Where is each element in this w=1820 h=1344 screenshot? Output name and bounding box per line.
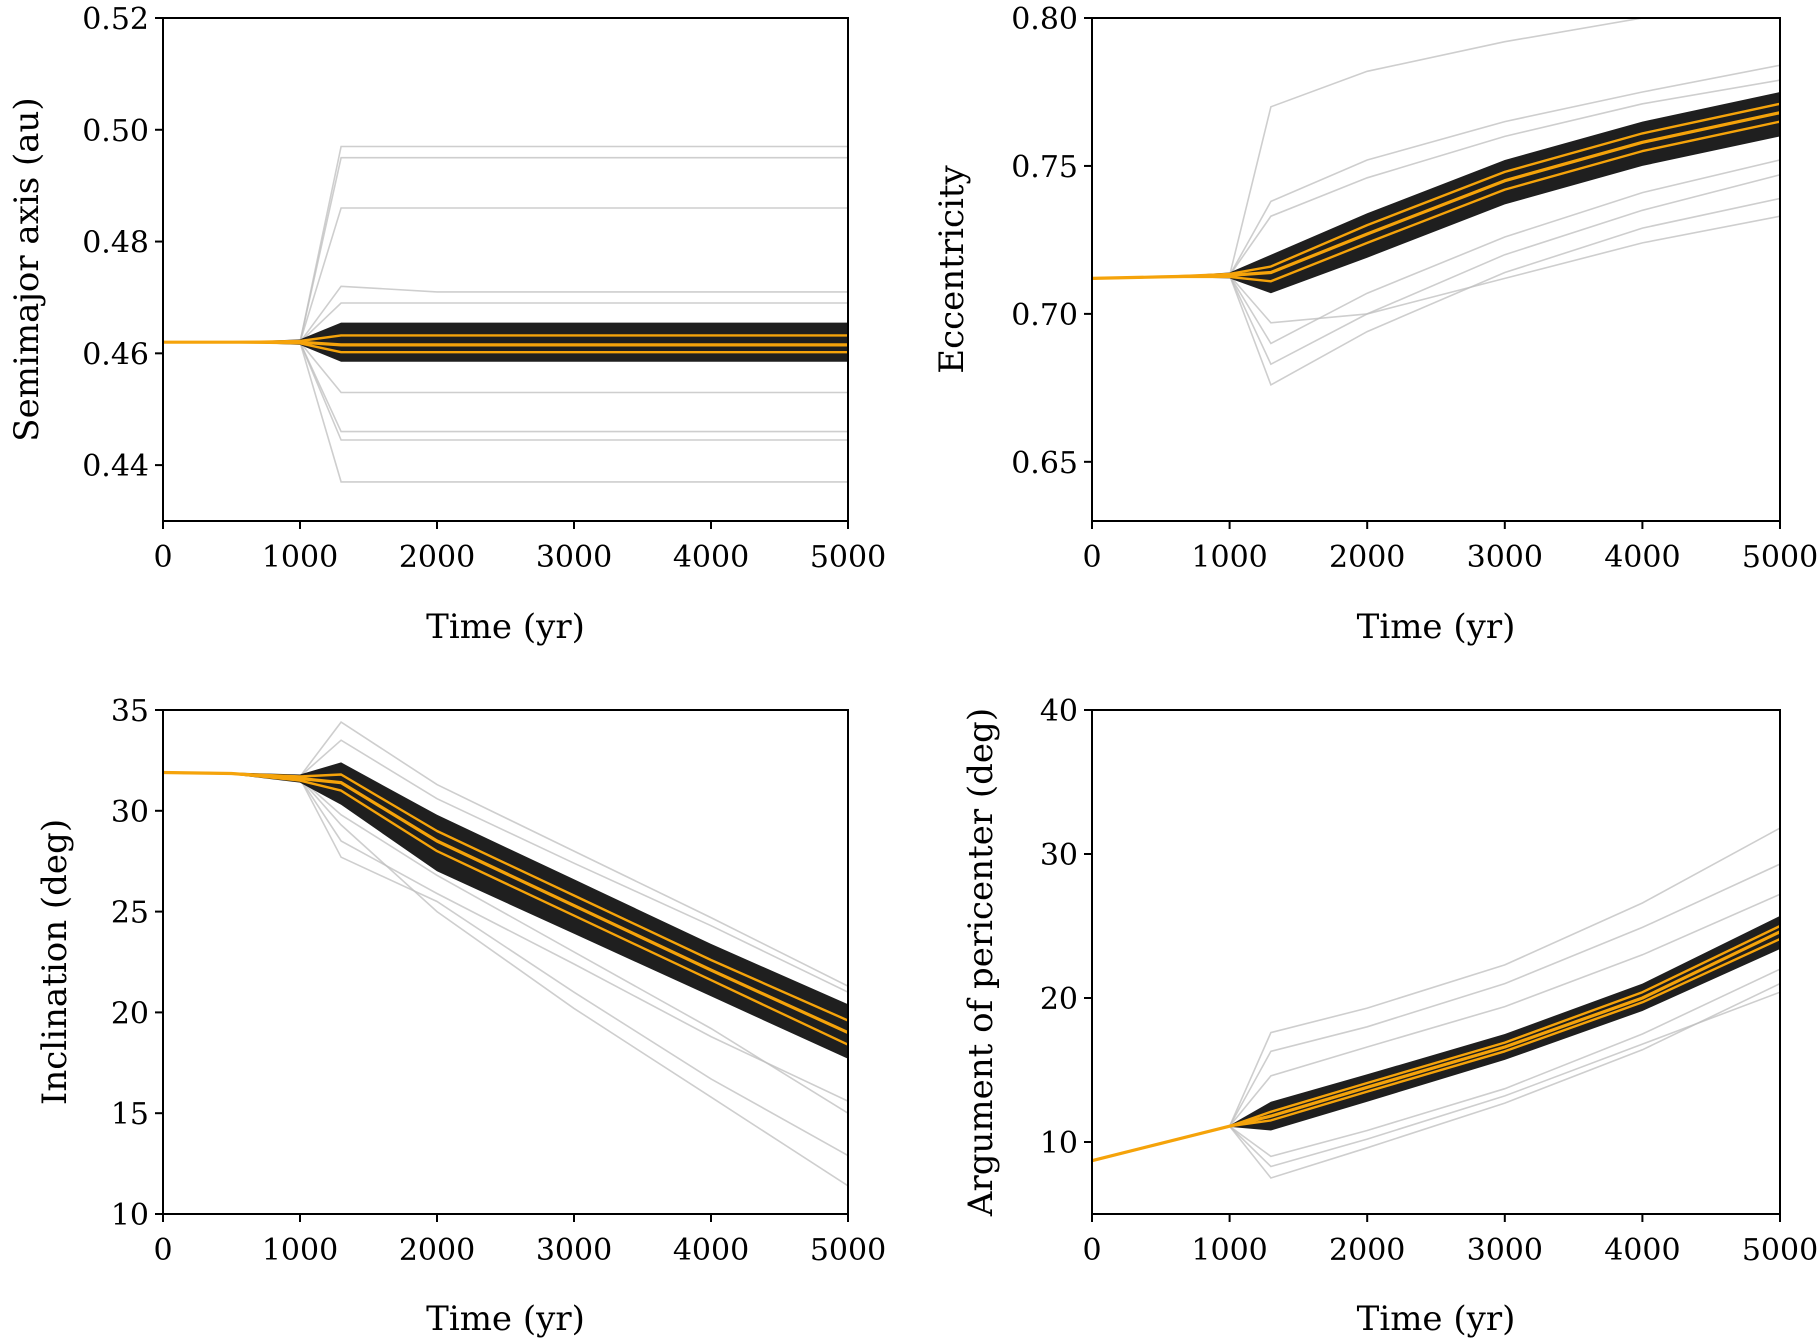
series-clone-low-2-pericenter [1092, 982, 1780, 1179]
y-tick-label-inclination-1: 15 [111, 1097, 149, 1132]
series-clone-low-4-eccentricity [1092, 215, 1780, 324]
y-tick-label-semimajor-0: 0.44 [82, 449, 149, 484]
series-clone-low-4-semimajor [163, 341, 848, 483]
y-tick-label-semimajor-4: 0.52 [82, 2, 149, 37]
y-tick-label-inclination-5: 35 [111, 694, 149, 729]
plot-area-semimajor [163, 145, 848, 483]
y-tick-label-semimajor-3: 0.50 [82, 114, 149, 149]
clone-band-pericenter [1092, 915, 1780, 1161]
x-tick-label-eccentricity-4000: 4000 [1604, 540, 1680, 575]
x-tick-label-inclination-5000: 5000 [810, 1233, 886, 1268]
x-axis-label-inclination: Time (yr) [426, 1299, 585, 1339]
series-clone-high-3-semimajor [163, 207, 848, 344]
y-axis-label-eccentricity: Eccentricity [932, 164, 972, 373]
y-tick-label-inclination-4: 30 [111, 795, 149, 830]
series-clone-high-2-semimajor [163, 156, 848, 344]
x-tick-label-pericenter-0: 0 [1082, 1233, 1101, 1268]
y-tick-label-eccentricity-2: 0.75 [1011, 150, 1078, 185]
y-tick-label-semimajor-1: 0.46 [82, 337, 149, 372]
x-tick-label-semimajor-3000: 3000 [536, 540, 612, 575]
axes-frame-pericenter [1091, 709, 1781, 1215]
y-axis-label-inclination: Inclination (deg) [35, 819, 75, 1105]
x-tick-label-inclination-0: 0 [153, 1233, 172, 1268]
x-tick-label-inclination-2000: 2000 [399, 1233, 475, 1268]
y-tick-label-inclination-2: 20 [111, 996, 149, 1031]
x-tick-label-pericenter-1000: 1000 [1191, 1233, 1267, 1268]
axes-frame-inclination [162, 709, 849, 1215]
series-median-inclination [163, 770, 848, 1035]
x-tick-label-semimajor-0: 0 [153, 540, 172, 575]
series-clone-high-1-semimajor [163, 145, 848, 344]
x-tick-label-semimajor-5000: 5000 [810, 540, 886, 575]
x-tick-label-semimajor-4000: 4000 [673, 540, 749, 575]
x-tick-label-pericenter-4000: 4000 [1604, 1233, 1680, 1268]
clone-band-inclination [163, 762, 848, 1059]
y-tick-label-eccentricity-1: 0.70 [1011, 298, 1078, 333]
clone-band-eccentricity [1092, 92, 1780, 294]
x-tick-label-eccentricity-2000: 2000 [1329, 540, 1405, 575]
x-tick-label-inclination-4000: 4000 [673, 1233, 749, 1268]
series-median-pericenter [1092, 930, 1780, 1163]
x-axis-label-pericenter: Time (yr) [1357, 1299, 1516, 1339]
series-median-semimajor [163, 340, 848, 347]
ticks-eccentricity: 0 1000 2000 3000 4000 5000 0.65 0.70 0.75 0.80 [1011, 2, 1818, 575]
plot-area-eccentricity [1092, 18, 1780, 387]
x-tick-label-pericenter-5000: 5000 [1742, 1233, 1818, 1268]
y-tick-label-inclination-3: 25 [111, 896, 149, 931]
y-tick-label-pericenter-1: 20 [1040, 982, 1078, 1017]
y-tick-label-inclination-0: 10 [111, 1198, 149, 1233]
axes-frame-eccentricity [1091, 17, 1781, 522]
x-tick-label-pericenter-3000: 3000 [1467, 1233, 1543, 1268]
x-tick-label-inclination-3000: 3000 [536, 1233, 612, 1268]
x-tick-label-eccentricity-1000: 1000 [1191, 540, 1267, 575]
y-tick-label-semimajor-2: 0.48 [82, 226, 149, 261]
axes-frame-semimajor [162, 17, 849, 522]
series-clone-high-3-eccentricity [1092, 79, 1780, 280]
ticks-pericenter: 0 1000 2000 3000 4000 5000 10 20 30 40 [1040, 694, 1818, 1268]
x-tick-label-eccentricity-0: 0 [1082, 540, 1101, 575]
x-tick-label-eccentricity-3000: 3000 [1467, 540, 1543, 575]
y-tick-label-eccentricity-0: 0.65 [1011, 446, 1078, 481]
x-tick-label-eccentricity-5000: 5000 [1742, 540, 1818, 575]
x-tick-label-pericenter-2000: 2000 [1329, 1233, 1405, 1268]
panel-eccentricity: 0 1000 2000 3000 4000 5000 0.65 0.70 0.75 0.80 Ti… [932, 2, 1818, 647]
series-clone-high-3-pericenter [1092, 893, 1780, 1162]
x-axis-label-eccentricity: Time (yr) [1357, 607, 1516, 647]
x-tick-label-semimajor-1000: 1000 [262, 540, 338, 575]
y-axis-label-pericenter: Argument of pericenter (deg) [961, 708, 1001, 1217]
series-median-eccentricity [1092, 111, 1780, 280]
ticks-inclination: 0 1000 2000 3000 4000 5000 10 15 20 25 30 35 [111, 694, 886, 1268]
y-tick-label-eccentricity-3: 0.80 [1011, 2, 1078, 37]
x-tick-label-semimajor-2000: 2000 [399, 540, 475, 575]
y-tick-label-pericenter-0: 10 [1040, 1126, 1078, 1161]
plot-area-pericenter [1092, 827, 1780, 1179]
panel-semimajor-axis: 0 1000 2000 3000 4000 5000 0.44 0.46 0.48 0.50 0.5… [7, 2, 886, 647]
panel-inclination: 0 1000 2000 3000 4000 5000 10 15 20 25 30 35 Time (… [35, 694, 886, 1339]
y-tick-label-pericenter-2: 30 [1040, 838, 1078, 873]
series-clone-high-2-pericenter [1092, 863, 1780, 1162]
y-tick-label-pericenter-3: 40 [1040, 694, 1078, 729]
plot-area-inclination [163, 721, 848, 1187]
x-axis-label-semimajor: Time (yr) [426, 607, 585, 647]
y-axis-label-semimajor: Semimajor axis (au) [7, 97, 47, 441]
series-clone-low-1-inclination [163, 771, 848, 1102]
x-tick-label-inclination-1000: 1000 [262, 1233, 338, 1268]
ticks-semimajor: 0 1000 2000 3000 4000 5000 0.44 0.46 0.48 0.50 0.5… [82, 2, 886, 575]
